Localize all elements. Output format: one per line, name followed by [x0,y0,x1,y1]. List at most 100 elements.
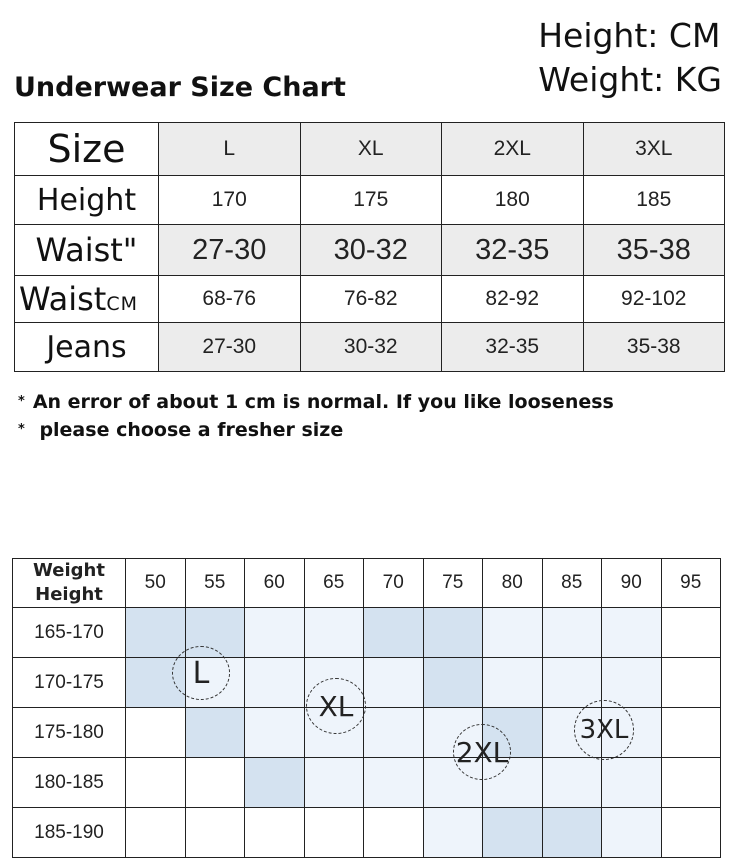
height-unit: Height: CM [538,16,721,55]
table-cell: 32-35 [441,224,584,276]
height-range-label: 185-190 [12,807,126,858]
table-cell: 30-32 [299,322,442,372]
weight-header: 55 [184,558,245,608]
corner-weight-label: Weight [33,560,105,581]
size-badge-3xl: 3XL [574,700,634,760]
table-cell: 35-38 [582,224,725,276]
height-range-label: 175-180 [12,707,126,758]
grid-cell [422,607,483,658]
grid-cell [601,657,662,708]
table-cell: 170 [158,175,301,225]
grid-cell [660,757,721,808]
height-row: 165-170 [12,607,721,658]
grid-cell [244,807,305,858]
table-cell: 32-35 [441,322,584,372]
grid-cell [125,707,186,758]
grid-cell [660,657,721,708]
jeans-label: Jeans [14,322,159,372]
size-l: L [158,122,301,176]
grid-cell [541,607,602,658]
grid-cell [125,757,186,808]
jeans-row: Jeans 27-30 30-32 32-35 35-38 [14,322,725,372]
size-2xl: 2XL [441,122,584,176]
weight-unit: Weight: KG [538,60,722,99]
grid-cell [363,757,424,808]
height-label: Height [14,175,159,225]
table-cell: 180 [441,175,584,225]
grid-cell [422,807,483,858]
grid-cell [125,807,186,858]
size-label: Size [14,122,159,176]
grid-cell [482,657,543,708]
grid-cell [541,657,602,708]
height-row: 180-185 [12,757,721,808]
waist-inch-row: Waist" 27-30 30-32 32-35 35-38 [14,224,725,276]
grid-cell [363,607,424,658]
notes: * An error of about 1 cm is normal. If yo… [18,388,614,444]
grid-cell [363,657,424,708]
grid-cell [363,707,424,758]
grid-cell [422,657,483,708]
weight-header: 95 [660,558,721,608]
weight-header-row: Weight Height 50 55 60 65 70 75 80 85 90… [12,558,721,608]
grid-cell [303,757,364,808]
grid-cell [244,757,305,808]
grid-cell [244,707,305,758]
table-cell: 185 [582,175,725,225]
grid-cell [125,607,186,658]
grid-cell [482,607,543,658]
corner-height-label: Height [35,584,103,605]
grid-cell [363,807,424,858]
table-cell: 68-76 [158,275,301,323]
note-line-2: * please choose a fresher size [18,416,614,444]
table-cell: 30-32 [299,224,442,276]
height-row: Height 170 175 180 185 [14,175,725,225]
grid-cell [303,607,364,658]
weight-header: 80 [482,558,543,608]
weight-header: 65 [303,558,364,608]
grid-cell [601,757,662,808]
weight-header: 50 [125,558,186,608]
grid-cell [541,757,602,808]
asterisk-icon: * [18,394,25,409]
waist-cm-row: WaistCM 68-76 76-82 82-92 92-102 [14,275,725,323]
table-cell: 82-92 [441,275,584,323]
grid-cell [482,807,543,858]
note-text-1: An error of about 1 cm is normal. If you… [32,391,614,413]
grid-cell [244,657,305,708]
note-text-2: please choose a fresher size [39,419,344,441]
size-3xl: 3XL [582,122,725,176]
weight-header: 90 [601,558,662,608]
table-cell: 76-82 [299,275,442,323]
table-cell: 27-30 [158,322,301,372]
height-row: 185-190 [12,807,721,858]
size-header-row: Size L XL 2XL 3XL [14,122,725,176]
table-cell: 175 [299,175,442,225]
grid-cell [541,807,602,858]
page-title: Underwear Size Chart [14,72,346,103]
weight-header: 75 [422,558,483,608]
table-cell: 92-102 [582,275,725,323]
grid-cell [601,807,662,858]
grid-cell [601,607,662,658]
size-badge-2xl: 2XL [453,724,511,780]
units-legend: Height: CM Weight: KG [538,14,722,102]
height-range-label: 165-170 [12,607,126,658]
height-range-label: 180-185 [12,757,126,808]
grid-cell [184,707,245,758]
size-table: Size L XL 2XL 3XL Height 170 175 180 185… [14,122,725,372]
waist-cm-label-text: Waist [19,280,107,318]
table-cell: 35-38 [582,322,725,372]
grid-cell [303,807,364,858]
height-range-label: 170-175 [12,657,126,708]
corner-cell: Weight Height [12,558,126,608]
grid-cell [184,807,245,858]
waist-cm-unit: CM [106,293,138,315]
note-line-1: * An error of about 1 cm is normal. If yo… [18,388,614,416]
size-badge-xl: XL [306,678,366,734]
weight-header: 85 [541,558,602,608]
height-row: 170-175 [12,657,721,708]
grid-cell [660,707,721,758]
size-xl: XL [299,122,442,176]
size-badge-l: L [172,646,230,700]
